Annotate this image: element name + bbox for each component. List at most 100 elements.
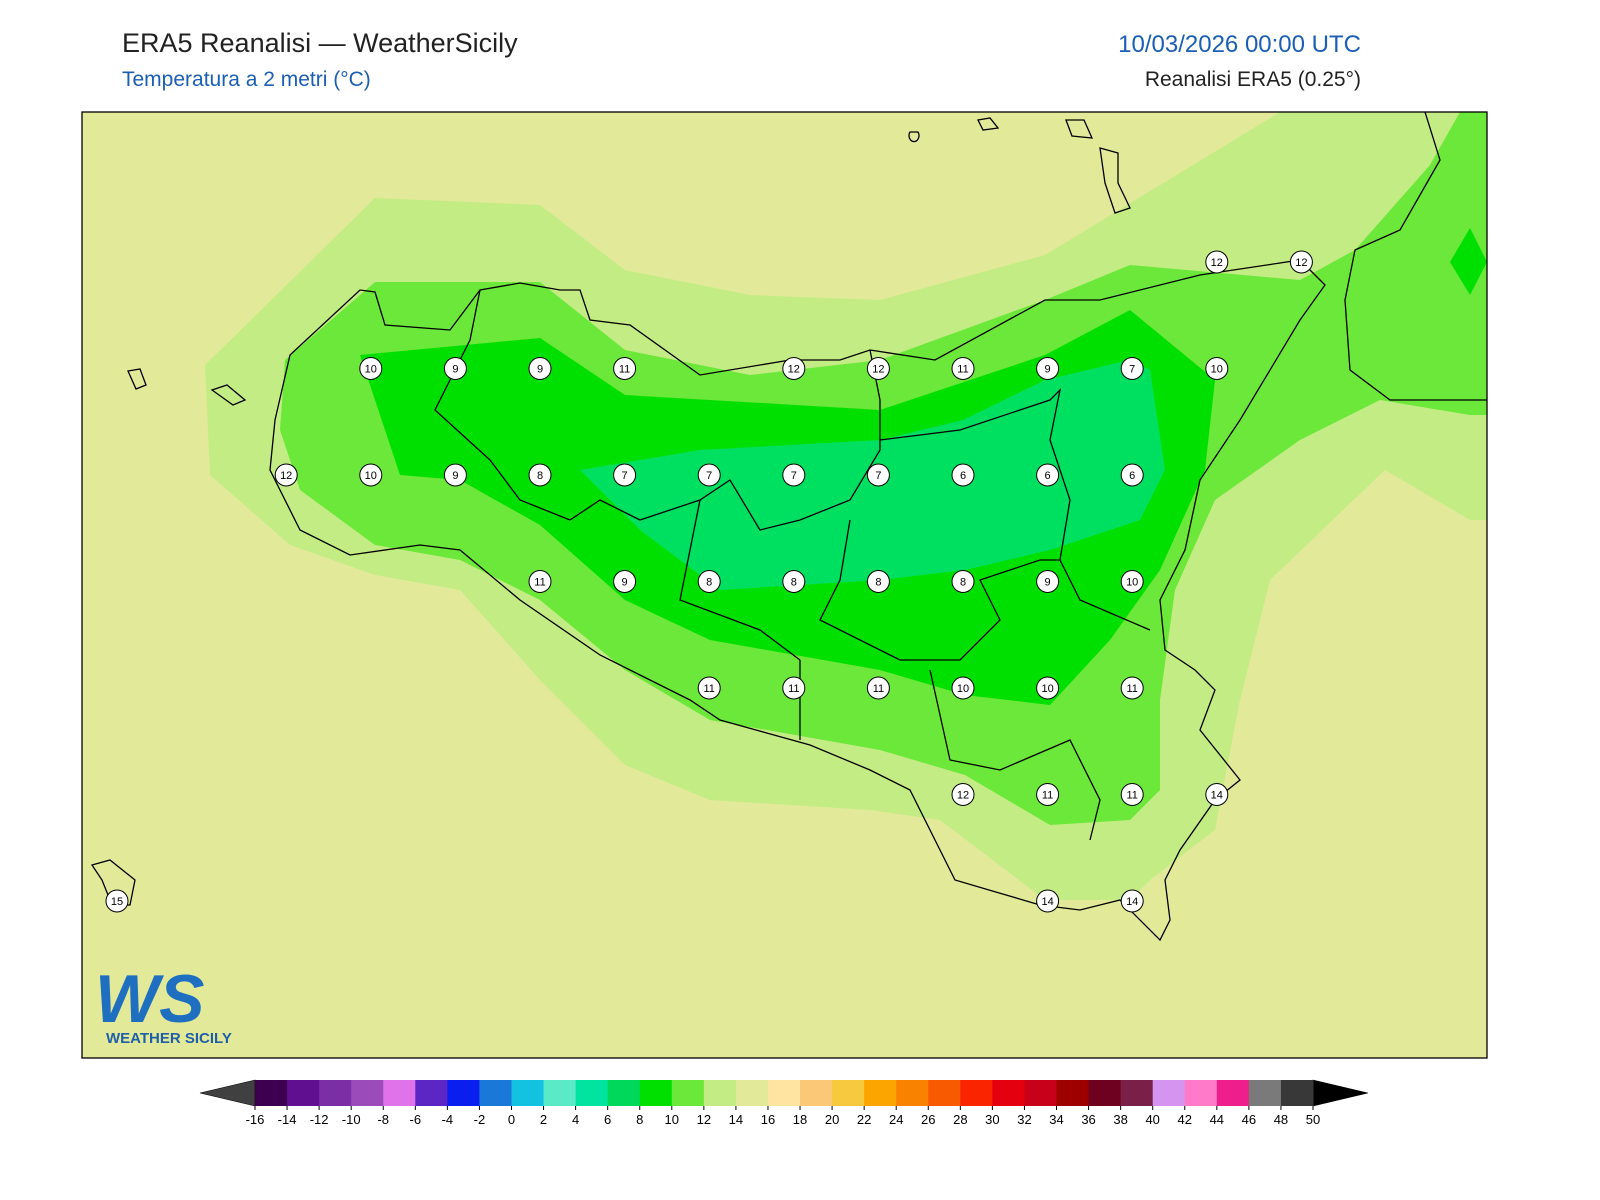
station-value: 11 — [703, 683, 714, 695]
station-marker — [1205, 357, 1229, 380]
colorbar-tick-label: 48 — [1274, 1112, 1288, 1127]
colorbar-bin — [864, 1080, 897, 1106]
station-value: 7 — [791, 470, 797, 482]
station-value: 12 — [872, 364, 884, 376]
colorbar: -16 -14 -12 -10 -8 -6 -4 -2 0 2 4 6 8 10 12 14 16 18 20 22 2… — [199, 1079, 1369, 1127]
station-value: 8 — [706, 577, 712, 589]
colorbar-bin — [1056, 1080, 1090, 1106]
station-marker — [951, 570, 975, 593]
station-value: 11 — [619, 364, 630, 376]
field-8-10 — [1450, 228, 1487, 295]
colorbar-tick-label: 46 — [1242, 1112, 1256, 1127]
station-marker — [866, 463, 890, 487]
colorbar-tick-label: 12 — [697, 1112, 711, 1127]
colorbar-tick-label: 50 — [1306, 1112, 1320, 1127]
station-marker — [528, 357, 552, 380]
station-marker — [1205, 250, 1229, 274]
colorbar-tick-label: -8 — [377, 1112, 389, 1127]
colorbar-tick-label: 18 — [793, 1112, 807, 1127]
station-value: 10 — [1211, 364, 1223, 376]
station-value: 12 — [957, 790, 969, 802]
station-marker — [697, 463, 721, 487]
station-value: 7 — [1129, 364, 1135, 376]
station-value: 14 — [1041, 896, 1053, 908]
map-frame — [81, 111, 1488, 1059]
station-marker — [359, 463, 383, 487]
station-value: 8 — [537, 470, 543, 482]
station-marker — [1120, 357, 1144, 380]
station-marker — [866, 676, 890, 700]
coastline — [269, 259, 1326, 942]
station-marker — [782, 676, 806, 700]
colorbar-tick-label: 32 — [1017, 1112, 1031, 1127]
colorbar-bin — [479, 1080, 512, 1106]
colorbar-bin — [607, 1080, 641, 1106]
station-marker — [697, 676, 721, 700]
colorbar-bin — [703, 1080, 737, 1106]
station-value: 11 — [873, 683, 884, 695]
colorbar-bin — [287, 1080, 320, 1106]
station-value: 9 — [1045, 364, 1051, 376]
colorbar-bin — [1184, 1080, 1218, 1106]
station-value: 11 — [788, 683, 799, 695]
colorbar-bin — [960, 1080, 993, 1106]
station-marker — [1120, 889, 1144, 913]
colorbar-tick-label: 4 — [572, 1112, 579, 1127]
station-value: 10 — [365, 364, 377, 376]
station-marker — [443, 357, 467, 380]
station-marker — [1036, 783, 1060, 806]
colorbar-tick-label: -6 — [410, 1112, 422, 1127]
colorbar-bin — [415, 1080, 448, 1106]
station-marker — [613, 463, 637, 487]
station-marker — [1120, 783, 1144, 806]
station-value: 8 — [960, 577, 966, 589]
station-marker — [613, 357, 637, 380]
colorbar-tick-label: 34 — [1049, 1112, 1063, 1127]
colorbar-bin — [511, 1080, 545, 1106]
station-value: 10 — [1126, 577, 1138, 589]
station-value: 14 — [1211, 790, 1223, 802]
colorbar-bin — [800, 1080, 833, 1106]
stations: 12 12 10 9 9 11 12 12 11 9 7 10 12 10 9 8 7 7 7 7 6 6 6 11 9 8 8 8 8… — [105, 250, 1313, 913]
colorbar-tick-label: 44 — [1210, 1112, 1224, 1127]
colorbar-tick-label: 38 — [1113, 1112, 1127, 1127]
logo: WS WEATHER SICILY — [95, 961, 232, 1047]
station-marker — [697, 570, 721, 593]
station-value: 8 — [791, 577, 797, 589]
station-value: 12 — [280, 470, 292, 482]
station-value: 6 — [960, 470, 966, 482]
colorbar-bin — [1152, 1080, 1186, 1106]
station-value: 9 — [452, 470, 458, 482]
colorbar-bin — [447, 1080, 480, 1106]
colorbar-tick-label: -12 — [310, 1112, 329, 1127]
station-value: 14 — [1126, 896, 1138, 908]
colorbar-bin — [832, 1080, 865, 1106]
station-value: 11 — [534, 577, 545, 589]
colorbar-tick-label: 22 — [857, 1112, 871, 1127]
colorbar-tick-label: 0 — [508, 1112, 515, 1127]
datetime: 10/03/2026 00:00 UTC — [1118, 31, 1361, 58]
colorbar-tick-label: 42 — [1178, 1112, 1192, 1127]
colorbar-tick-label: 2 — [540, 1112, 547, 1127]
station-marker — [866, 357, 890, 380]
colorbar-bin — [1024, 1080, 1058, 1106]
island — [90, 117, 1131, 906]
colorbar-tick-label: 40 — [1145, 1112, 1159, 1127]
colorbar-bin — [1280, 1080, 1314, 1106]
map: 12 12 10 9 9 11 12 12 11 9 7 10 12 10 9 8 7 7 7 7 6 6 6 11 9 8 8 8 8… — [81, 111, 1488, 1059]
colorbar-bin — [255, 1080, 288, 1106]
station-value: 9 — [537, 364, 543, 376]
station-marker — [528, 463, 552, 487]
station-marker — [105, 889, 129, 913]
station-value: 6 — [1045, 470, 1051, 482]
station-value: 10 — [1041, 683, 1053, 695]
colorbar-tick-label: 26 — [921, 1112, 935, 1127]
station-marker — [951, 357, 975, 380]
station-marker — [951, 676, 975, 700]
coastline — [1344, 112, 1487, 401]
station-value: 6 — [1129, 470, 1135, 482]
colorbar-tick-label: 10 — [665, 1112, 679, 1127]
logo-initials: WS — [95, 961, 205, 1037]
